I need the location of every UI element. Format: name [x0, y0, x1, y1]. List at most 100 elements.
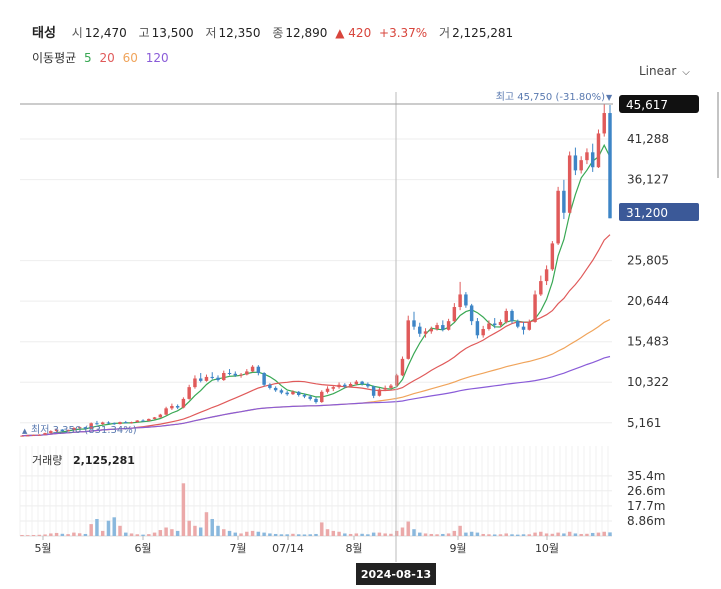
volume-bar [262, 532, 266, 536]
volume-bar [348, 533, 353, 536]
low-price-tag: 31,200 [626, 206, 668, 220]
candle-body [394, 375, 399, 386]
y-tick-4: 25,805 [627, 254, 669, 268]
candle-body [429, 329, 434, 332]
volume-bar [250, 530, 255, 536]
candle-body [498, 321, 503, 326]
stock-name: 태성 [32, 26, 56, 41]
volume-value: 2,125,281 [452, 26, 514, 40]
ma-line-120 [21, 355, 611, 437]
volume-bar [216, 525, 220, 536]
volume-bar [66, 534, 70, 536]
volume-bar [187, 520, 191, 536]
volume-bar [273, 533, 278, 536]
candle-body [366, 383, 370, 387]
volume-bar [285, 534, 289, 536]
candle-body [418, 326, 422, 334]
volume-title-value: 2,125,281 [73, 454, 135, 467]
moving-average-legend[interactable]: 이동평균 5 20 60 120 [32, 49, 169, 66]
volume-tick-0: 35.4m [627, 469, 665, 483]
candle-body [273, 387, 278, 391]
volume-bar [608, 532, 612, 536]
candle-body [239, 374, 243, 376]
candle-body [608, 113, 612, 219]
volume-bar [77, 533, 82, 536]
candle-body [222, 372, 226, 381]
candle-body [550, 243, 555, 270]
volume-bar [193, 525, 197, 536]
ma-5: 5 [84, 51, 92, 65]
volume-bar [118, 525, 122, 536]
price-tag: 45,617 [626, 98, 668, 112]
ma-60: 60 [122, 51, 138, 65]
candle-body [291, 391, 295, 395]
volume-bar [49, 533, 53, 536]
volume-bar [331, 530, 336, 536]
candle-body [285, 392, 289, 395]
y-axis-ticks: 5,161 10,322 15,483 20,644 25,805 36,127 41,28… [627, 132, 669, 430]
volume-bar [504, 533, 508, 536]
volume-bar [343, 533, 347, 536]
ma-label: 이동평균 [32, 51, 77, 65]
volume-bar [562, 533, 566, 536]
x-tick-4: 8월 [345, 542, 362, 555]
candle-body [112, 423, 116, 425]
volume-bar [516, 534, 520, 536]
volume-bar [573, 533, 578, 536]
volume-bar [590, 532, 595, 536]
volume-bar [100, 530, 105, 536]
volume-bar [406, 521, 410, 536]
volume-bar [544, 533, 549, 536]
volume-bar [20, 534, 24, 536]
candle-body [579, 160, 583, 171]
candle-body [49, 431, 53, 434]
volume-bar [170, 529, 174, 536]
y-tick-2: 15,483 [627, 335, 669, 349]
volume-bar [175, 530, 180, 536]
volume-bar [320, 522, 324, 536]
volume-bar [89, 524, 93, 536]
volume-bar [452, 530, 457, 536]
candle-body [106, 422, 111, 424]
volume-bar [602, 531, 606, 536]
candle-body [210, 376, 214, 378]
candle-body [406, 320, 410, 359]
volume-bar [152, 532, 157, 536]
candle-body [204, 376, 209, 381]
candle-body [527, 321, 532, 330]
volume-bar [487, 534, 491, 536]
candle-body [314, 398, 318, 403]
volume-bar [539, 531, 543, 536]
candle-body [562, 190, 566, 213]
volume-bar [26, 535, 30, 536]
candle-body [516, 321, 520, 327]
candle-body [141, 420, 145, 422]
candle-body [279, 390, 284, 393]
x-tick-1: 6월 [134, 542, 151, 555]
volume-bar [383, 533, 387, 536]
candle-body [72, 427, 76, 430]
volume-bar [325, 529, 330, 536]
volume-tick-1: 26.6m [627, 484, 665, 498]
candle-body [348, 383, 353, 387]
candle-body [147, 418, 151, 421]
candle-body [43, 433, 47, 435]
candle-body [492, 323, 497, 326]
volume-bar [585, 533, 589, 536]
scale-selector[interactable]: Linear ⌵ [639, 64, 690, 78]
candle-body [216, 377, 220, 381]
volume-bar [302, 534, 307, 536]
low-label: 저 [205, 26, 217, 40]
candle-body [510, 310, 514, 322]
x-axis-ticks: 5월 6월 7월 07/14 8월 9월 10월 [34, 536, 559, 555]
volume-bar [268, 533, 272, 536]
candle-body [360, 381, 364, 384]
volume-bar [129, 533, 134, 536]
volume-bar [147, 534, 151, 536]
crosshair-date-box [356, 563, 436, 585]
x-tick-5: 9월 [449, 542, 466, 555]
candle-body [504, 310, 508, 322]
candle-body [533, 294, 537, 322]
candle-body [412, 320, 416, 327]
